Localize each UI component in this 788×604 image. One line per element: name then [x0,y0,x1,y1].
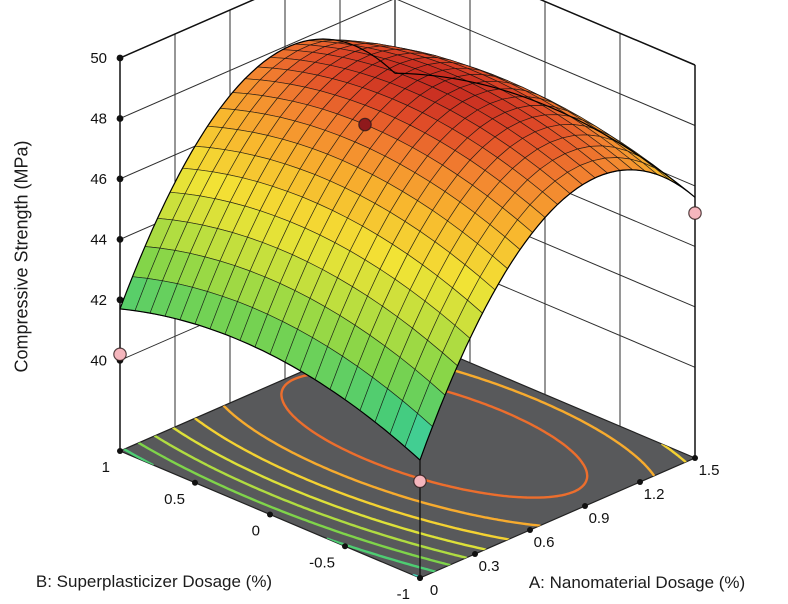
axis-tick-dot [267,511,273,518]
axis-tick-dot [116,296,124,304]
axis-tick-dot [116,175,124,183]
contour-line [193,334,687,541]
axis-tick-dot [116,54,124,62]
tick-label: 48 [90,111,107,128]
tick-label: -1 [397,586,410,603]
tick-label: 1 [102,459,110,476]
axis-tick-dot [527,527,533,533]
axis-tick-dot [192,479,198,486]
tick-label: 1.2 [644,486,665,503]
y-axis-title: B: Superplasticizer Dosage (%) [35,572,273,591]
axis-tick-dot [472,551,478,557]
design-point-below [688,206,702,220]
floor-contours [122,334,687,578]
tick-label: 0 [430,582,438,599]
contour-line [122,448,437,573]
tick-label: 46 [90,171,107,188]
axis-tick-dot [342,543,348,550]
tick-label: 0.6 [534,534,555,551]
tick-label: -0.5 [309,554,335,571]
axis-tick-dot [582,503,588,509]
x-axis-title: A: Nanomaterial Dosage (%) [528,573,746,592]
axis-tick-dot [692,455,698,461]
contour-line [137,441,451,567]
z-axis-title: Compressive Strength (MPa) [11,140,32,373]
surface-outline [119,38,696,461]
tick-label: 0.3 [479,558,500,575]
tick-label: 42 [90,292,107,309]
tick-label: 1.5 [699,462,720,479]
surface-mesh [119,38,696,461]
tick-label: 40 [90,352,107,369]
contour-line [153,434,468,559]
tick-label: 0.5 [164,491,185,508]
axis-tick-dot [637,479,643,485]
tick-label: 0 [252,523,260,540]
tick-label: 44 [90,231,107,248]
design-point-below [413,474,427,489]
design-point-below [113,347,127,362]
contour-line [172,426,487,551]
tick-label: 0.9 [589,510,610,527]
tick-label: 50 [90,50,107,67]
axis-ticks-labels: 40 42 44 46 48 50 1 0.5 0 -0.5 -1 0 0.3 0.6 0.9 1.2 1.5 [90,50,719,603]
design-points [113,117,702,489]
axis-tick-dot [117,448,123,454]
axis-tick-dot [116,236,124,243]
design-point-above [358,117,372,132]
axis-tick-dot [116,115,124,122]
